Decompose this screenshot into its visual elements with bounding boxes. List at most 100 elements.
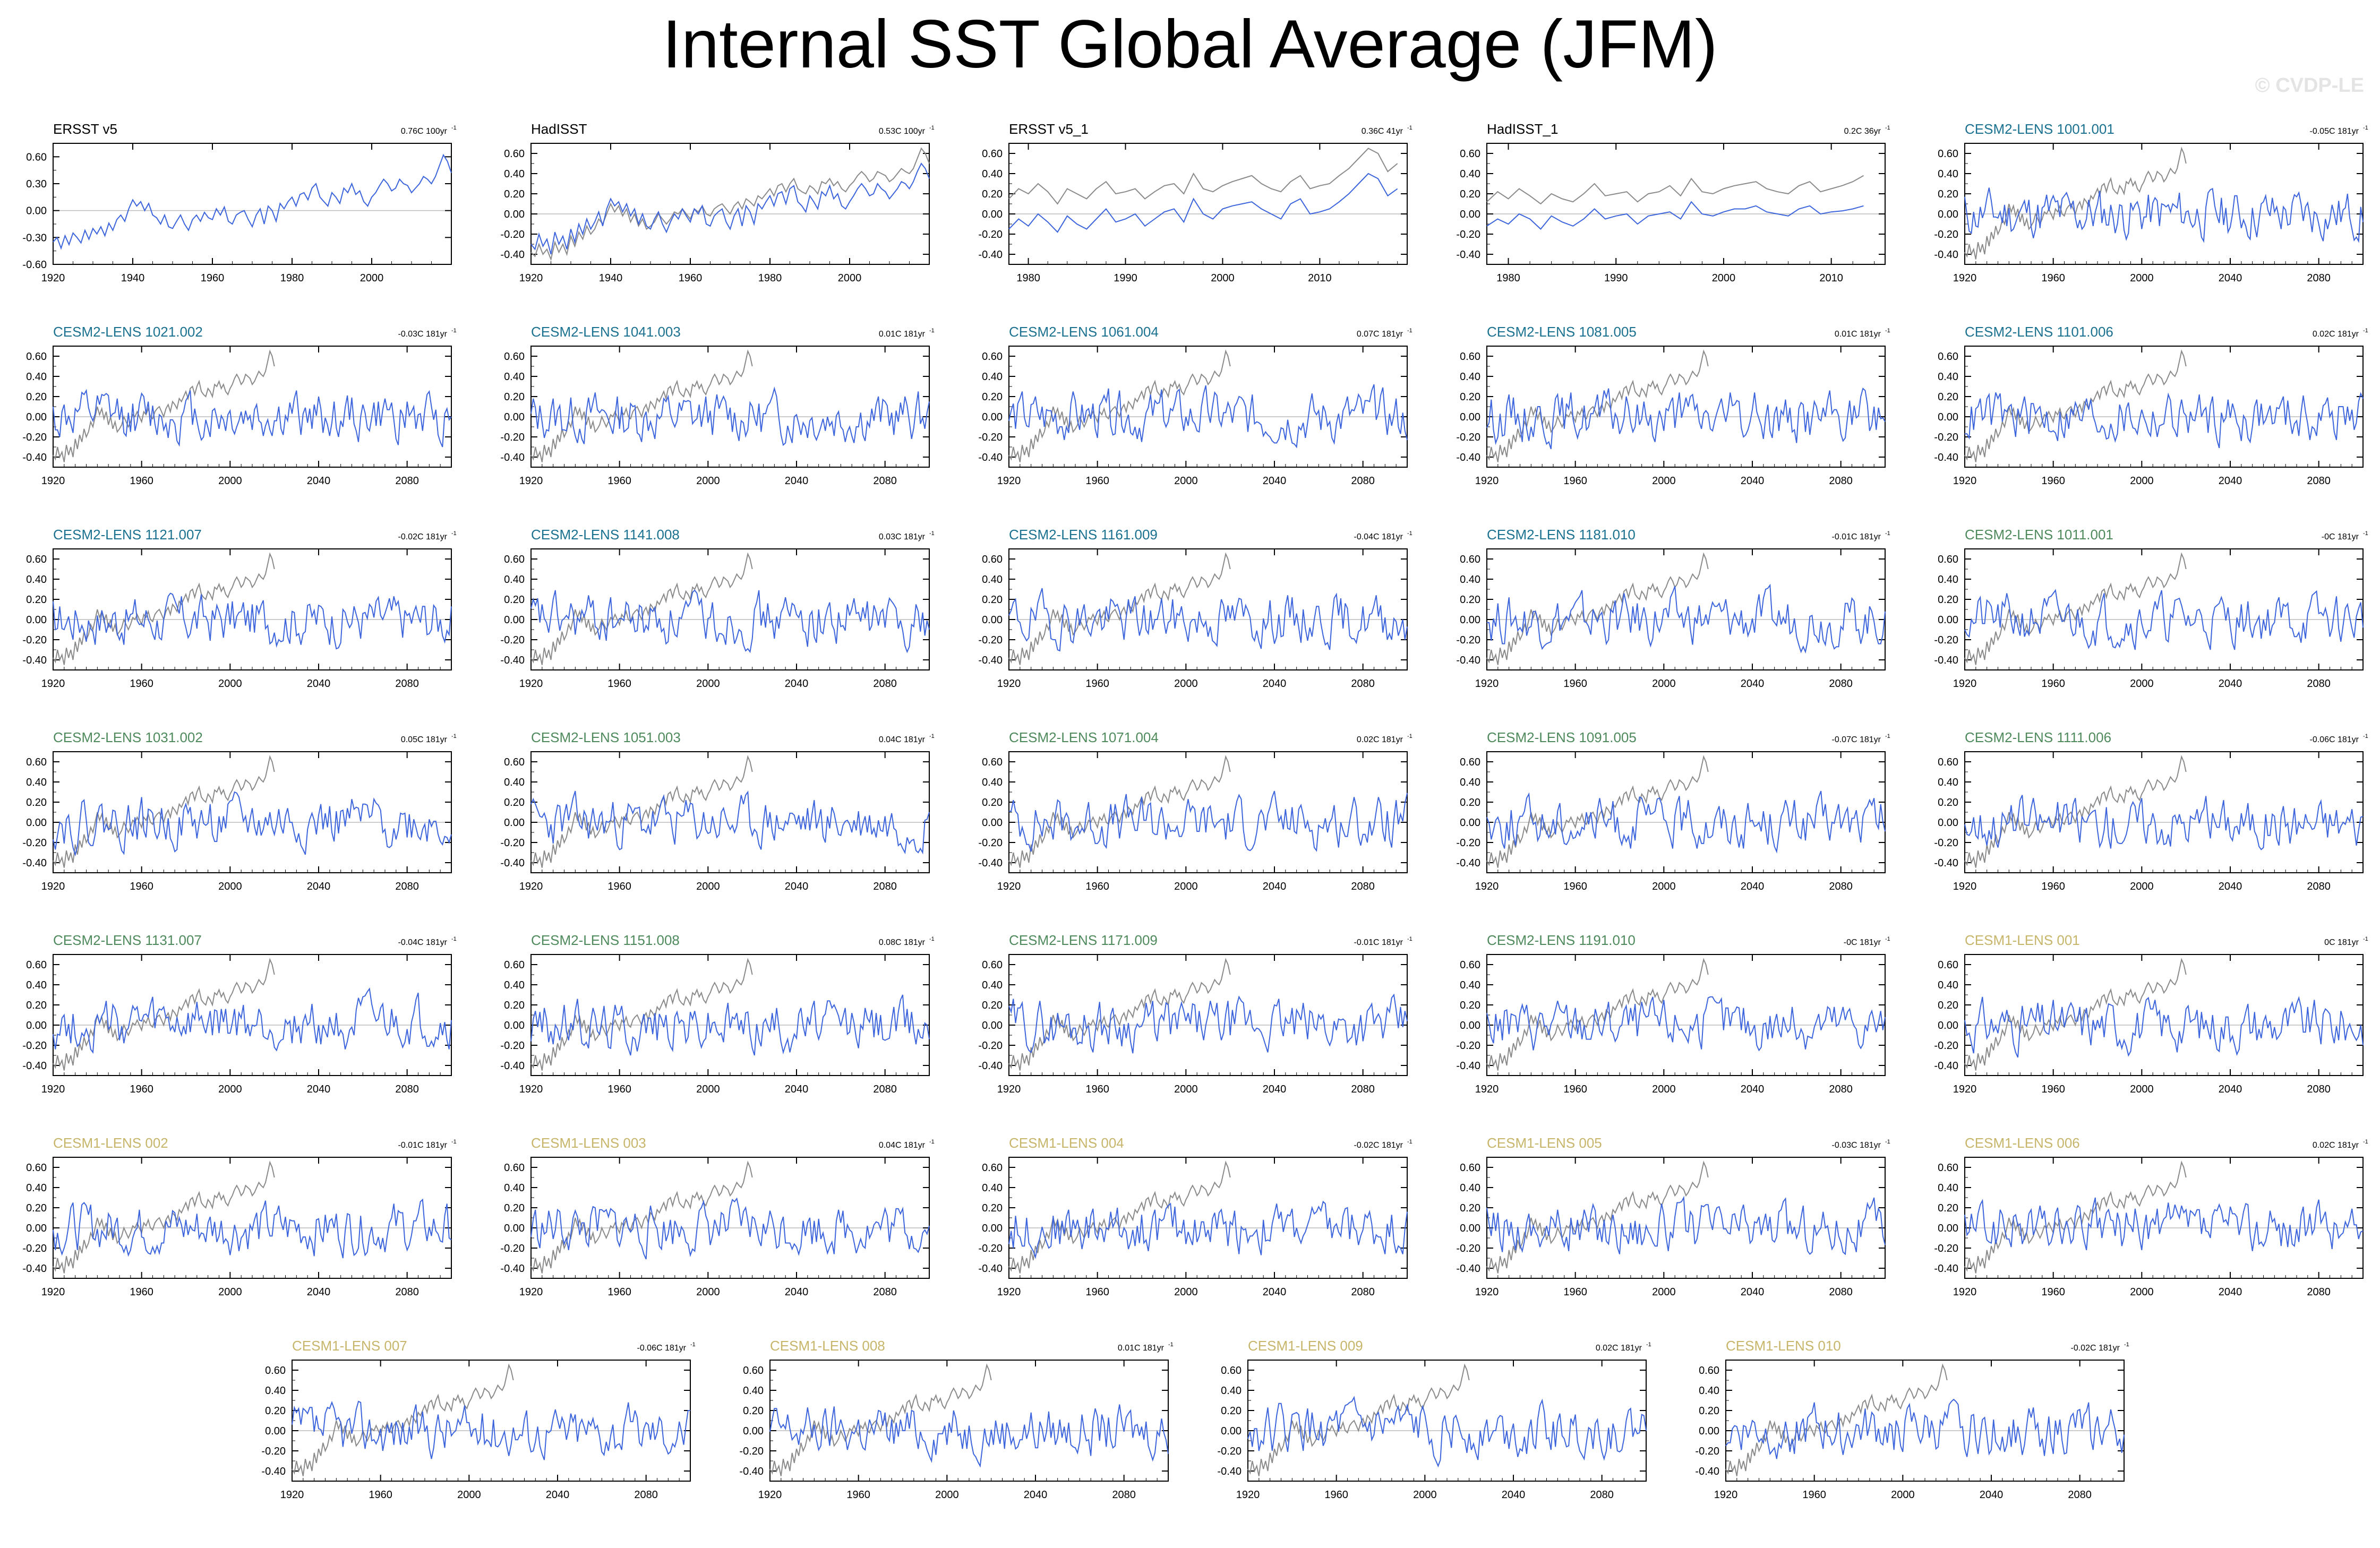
panel-10: CESM2-LENS 1121.007 -0.02C 181yr -1 -0.40 -0…: [22, 527, 456, 690]
y-tick-label: 0.60: [1938, 756, 1958, 768]
panel-title: CESM1-LENS 008: [770, 1338, 885, 1354]
y-tick-label: 0.00: [26, 614, 47, 626]
member-series-line: [1487, 583, 1886, 654]
x-tick-label: 1960: [1563, 1286, 1587, 1298]
x-tick-label: 2080: [395, 475, 419, 487]
x-tick-label: 2000: [2130, 272, 2154, 284]
member-series-line: [1486, 1196, 1886, 1255]
y-tick-label: -0.20: [500, 432, 525, 443]
y-tick-label: 0.00: [504, 817, 525, 829]
plot-frame: [1486, 346, 1886, 468]
observed-series-line: [1725, 1363, 1948, 1476]
panel-trend-label: -0.01C 181yr: [1354, 938, 1403, 947]
x-tick-label: 2040: [2219, 272, 2242, 284]
y-tick-label: 0.00: [26, 1223, 47, 1234]
x-tick-label: 2040: [307, 678, 331, 690]
trend-exponent: -1: [2363, 733, 2368, 739]
observed-series-line: [530, 552, 753, 665]
panel-6: CESM2-LENS 1041.003 0.01C 181yr -1 -0.40 -0.…: [500, 324, 935, 487]
observed-series-line: [530, 1160, 753, 1274]
x-tick-label: 2080: [2307, 1083, 2331, 1095]
y-tick-label: 0.00: [1460, 1223, 1480, 1234]
observed-series-line: [1486, 349, 1709, 462]
observed-series-line: [1486, 1160, 1709, 1274]
x-tick-label: 1920: [1953, 1083, 1977, 1095]
trend-exponent: -1: [2363, 936, 2368, 942]
trend-exponent: -1: [451, 328, 457, 334]
panel-25: CESM1-LENS 002 -0.01C 181yr -1 -0.40 -0.20 0.…: [22, 1135, 456, 1298]
panel-23: CESM2-LENS 1191.010 -0C 181yr -1 -0.40 -0.20…: [1456, 932, 1890, 1095]
y-tick-label: 0.40: [26, 777, 47, 788]
panel-trend-label: 0.2C 36yr: [1844, 127, 1881, 136]
x-tick-label: 1960: [130, 1083, 153, 1095]
y-tick-label: 0.60: [1460, 1162, 1480, 1174]
x-tick-label: 1920: [997, 678, 1021, 690]
y-tick-label: -0.20: [500, 837, 525, 849]
x-tick-label: 2000: [1891, 1489, 1915, 1501]
y-tick-label: -0.40: [1456, 249, 1480, 261]
x-tick-label: 2080: [1829, 1083, 1853, 1095]
member-series-line: [1008, 993, 1408, 1054]
trend-exponent: -1: [2363, 530, 2368, 537]
panel-title: CESM1-LENS 001: [1965, 932, 2080, 948]
y-tick-label: 0.00: [743, 1425, 764, 1437]
observed-series-line: [1008, 755, 1231, 868]
y-tick-label: -0.40: [978, 452, 1003, 463]
y-tick-label: -0.20: [1456, 229, 1480, 240]
x-tick-label: 2040: [1741, 678, 1765, 690]
panel-21: CESM2-LENS 1151.008 0.08C 181yr -1 -0.40 -0.…: [500, 932, 934, 1095]
y-tick-label: 0.20: [1460, 1202, 1480, 1214]
panel-30: CESM1-LENS 007 -0.06C 181yr -1 -0.40 -0.20 0.…: [261, 1338, 695, 1501]
plot-frame: [1964, 1157, 2364, 1279]
x-tick-label: 2000: [1174, 1083, 1198, 1095]
observed-series-line: [1486, 552, 1709, 665]
y-tick-label: -0.40: [1456, 452, 1480, 463]
panel-trend-label: 0.04C 181yr: [879, 1141, 926, 1150]
y-tick-label: 0.40: [504, 574, 525, 586]
x-tick-label: 2000: [1174, 475, 1198, 487]
x-tick-label: 1990: [1114, 272, 1137, 284]
member-series-line: [1964, 187, 2364, 243]
trend-exponent: -1: [929, 530, 935, 537]
y-tick-label: 0.60: [1938, 148, 1958, 160]
panel-title: CESM2-LENS 1031.002: [53, 729, 203, 745]
y-tick-label: 0.20: [1938, 391, 1958, 403]
member-series-line: [769, 1404, 1169, 1468]
panel-14: CESM2-LENS 1011.001 -0C 181yr -1 -0.40 -0.20…: [1934, 527, 2368, 690]
x-tick-label: 2000: [2130, 881, 2154, 892]
y-tick-label: 0.60: [1460, 351, 1480, 363]
panel-trend-label: 0.36C 41yr: [1362, 127, 1403, 136]
reference-series-line: [530, 147, 930, 261]
x-tick-label: 2000: [2130, 475, 2154, 487]
trend-exponent: -1: [1407, 530, 1412, 537]
observed-series-line: [530, 755, 753, 868]
x-tick-label: 1960: [607, 475, 631, 487]
x-tick-label: 1920: [758, 1489, 782, 1501]
x-tick-label: 1960: [607, 881, 631, 892]
panel-title: CESM2-LENS 1101.006: [1965, 324, 2113, 340]
trend-exponent: -1: [929, 328, 935, 334]
y-tick-label: 0.40: [1460, 777, 1480, 788]
x-tick-label: 2040: [785, 1286, 809, 1298]
panel-15: CESM2-LENS 1031.002 0.05C 181yr -1 -0.40 -0.…: [22, 729, 456, 892]
x-tick-label: 1920: [519, 881, 543, 892]
y-tick-label: 0.00: [1938, 614, 1958, 626]
member-series-line: [53, 791, 452, 857]
y-tick-label: 0.00: [504, 1223, 525, 1234]
panel-title: HadISST_1: [1487, 121, 1558, 137]
x-tick-label: 2000: [935, 1489, 959, 1501]
y-tick-label: 0.40: [1938, 371, 1958, 383]
x-tick-label: 2000: [838, 272, 862, 284]
observed-series-line: [1008, 349, 1231, 462]
x-tick-label: 2000: [696, 881, 720, 892]
y-tick-label: 0.60: [504, 351, 525, 363]
y-tick-label: 0.20: [1460, 391, 1480, 403]
panel-title: CESM1-LENS 009: [1248, 1338, 1363, 1354]
trend-exponent: -1: [1407, 125, 1412, 131]
member-series-line: [530, 994, 930, 1056]
plot-frame: [1964, 548, 2364, 670]
observed-series-line: [769, 1363, 992, 1476]
y-tick-label: 0.00: [1699, 1425, 1719, 1437]
x-tick-label: 2080: [1351, 475, 1375, 487]
y-tick-label: 0.40: [1938, 168, 1958, 180]
